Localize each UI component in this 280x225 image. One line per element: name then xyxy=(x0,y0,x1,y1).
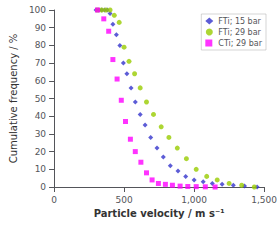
svg-text:70: 70 xyxy=(35,58,47,68)
svg-text:FTi; 15 bar: FTi; 15 bar xyxy=(218,17,261,26)
svg-text:CTi; 29 bar: CTi; 29 bar xyxy=(218,39,262,48)
svg-text:0: 0 xyxy=(51,195,57,205)
svg-text:90: 90 xyxy=(35,23,47,33)
svg-text:FTi; 29 bar: FTi; 29 bar xyxy=(218,28,261,37)
svg-text:Cumulative frequency / %: Cumulative frequency / % xyxy=(8,34,19,164)
svg-text:40: 40 xyxy=(35,111,47,121)
svg-text:80: 80 xyxy=(35,40,47,50)
svg-text:1,500: 1,500 xyxy=(251,195,277,205)
svg-text:0: 0 xyxy=(40,182,46,192)
svg-text:10: 10 xyxy=(35,164,47,174)
svg-text:20: 20 xyxy=(35,147,47,157)
svg-text:30: 30 xyxy=(35,129,47,139)
svg-text:60: 60 xyxy=(35,76,47,86)
svg-text:1,000: 1,000 xyxy=(181,195,207,205)
svg-text:Particle velocity / m s⁻¹: Particle velocity / m s⁻¹ xyxy=(94,208,225,219)
svg-text:50: 50 xyxy=(35,94,47,104)
svg-text:100: 100 xyxy=(29,5,46,15)
svg-text:500: 500 xyxy=(115,195,132,205)
